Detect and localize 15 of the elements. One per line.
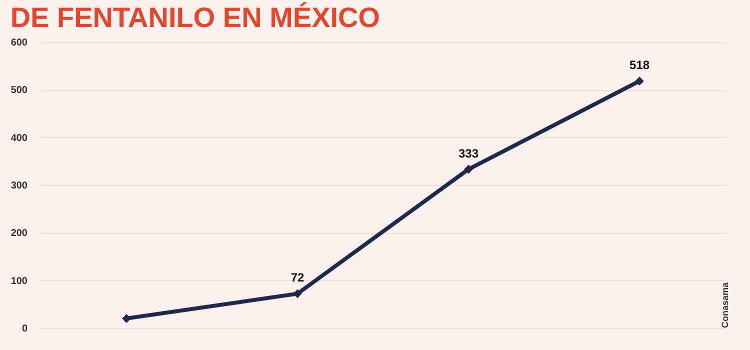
data-label: 72	[290, 270, 304, 285]
point	[293, 289, 302, 298]
y-tick-label: 100	[10, 276, 28, 287]
point	[635, 76, 644, 86]
y-tick-label: 200	[10, 228, 28, 240]
annotation: Conasama	[720, 281, 730, 328]
y-tick-label: 600	[10, 38, 28, 48]
y-tick-label: 300	[10, 180, 28, 192]
chart-title: DE FENTANILO EN MÉXICO	[10, 2, 380, 33]
data-label: 333	[458, 146, 479, 160]
y-tick-label: 0	[22, 324, 28, 334]
data-label: 518	[629, 58, 650, 72]
y-tick-label: 400	[10, 132, 28, 144]
point	[464, 164, 473, 174]
y-tick-label: 500	[10, 85, 28, 96]
